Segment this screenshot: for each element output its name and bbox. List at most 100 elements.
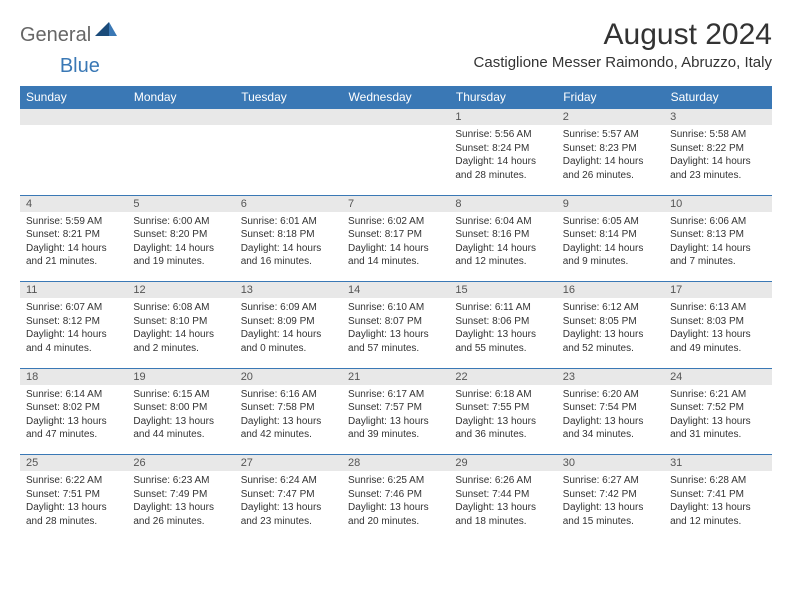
day-number-cell: 27 bbox=[235, 455, 342, 472]
title-block: August 2024 Castiglione Messer Raimondo,… bbox=[474, 18, 772, 71]
day-cell: Sunrise: 5:58 AMSunset: 8:22 PMDaylight:… bbox=[664, 125, 771, 195]
day-header: Tuesday bbox=[235, 86, 342, 109]
day-cell: Sunrise: 6:04 AMSunset: 8:16 PMDaylight:… bbox=[449, 212, 556, 282]
sunset-line: Sunset: 7:52 PM bbox=[670, 401, 765, 415]
day-content: Sunrise: 6:08 AMSunset: 8:10 PMDaylight:… bbox=[127, 298, 234, 358]
day-number-cell: 28 bbox=[342, 455, 449, 472]
week-row: Sunrise: 5:56 AMSunset: 8:24 PMDaylight:… bbox=[20, 125, 772, 195]
sunrise-line: Sunrise: 6:13 AM bbox=[670, 301, 765, 315]
day-content: Sunrise: 6:17 AMSunset: 7:57 PMDaylight:… bbox=[342, 385, 449, 445]
sunset-line: Sunset: 8:22 PM bbox=[670, 142, 765, 156]
month-title: August 2024 bbox=[474, 18, 772, 52]
day-number-cell: 14 bbox=[342, 282, 449, 299]
sunset-line: Sunset: 8:02 PM bbox=[26, 401, 121, 415]
daylight-line: Daylight: 13 hours and 34 minutes. bbox=[563, 415, 658, 442]
day-cell: Sunrise: 6:26 AMSunset: 7:44 PMDaylight:… bbox=[449, 471, 556, 541]
day-cell bbox=[127, 125, 234, 195]
sunrise-line: Sunrise: 6:21 AM bbox=[670, 388, 765, 402]
daylight-line: Daylight: 13 hours and 47 minutes. bbox=[26, 415, 121, 442]
day-content: Sunrise: 6:15 AMSunset: 8:00 PMDaylight:… bbox=[127, 385, 234, 445]
calendar-page: General August 2024 Castiglione Messer R… bbox=[0, 0, 792, 541]
day-cell: Sunrise: 6:14 AMSunset: 8:02 PMDaylight:… bbox=[20, 385, 127, 455]
daylight-line: Daylight: 13 hours and 31 minutes. bbox=[670, 415, 765, 442]
daylight-line: Daylight: 14 hours and 16 minutes. bbox=[241, 242, 336, 269]
day-number-cell: 6 bbox=[235, 195, 342, 212]
daylight-line: Daylight: 13 hours and 52 minutes. bbox=[563, 328, 658, 355]
sunrise-line: Sunrise: 6:04 AM bbox=[455, 215, 550, 229]
sunset-line: Sunset: 8:16 PM bbox=[455, 228, 550, 242]
daylight-line: Daylight: 13 hours and 36 minutes. bbox=[455, 415, 550, 442]
logo-text-blue: Blue bbox=[60, 55, 100, 78]
daynum-row: 45678910 bbox=[20, 195, 772, 212]
day-number-cell: 9 bbox=[557, 195, 664, 212]
day-content: Sunrise: 6:09 AMSunset: 8:09 PMDaylight:… bbox=[235, 298, 342, 358]
day-content: Sunrise: 6:28 AMSunset: 7:41 PMDaylight:… bbox=[664, 471, 771, 531]
daylight-line: Daylight: 13 hours and 20 minutes. bbox=[348, 501, 443, 528]
day-cell bbox=[20, 125, 127, 195]
sunrise-line: Sunrise: 6:17 AM bbox=[348, 388, 443, 402]
daylight-line: Daylight: 14 hours and 28 minutes. bbox=[455, 155, 550, 182]
daylight-line: Daylight: 14 hours and 4 minutes. bbox=[26, 328, 121, 355]
day-number-cell: 22 bbox=[449, 368, 556, 385]
day-cell: Sunrise: 6:22 AMSunset: 7:51 PMDaylight:… bbox=[20, 471, 127, 541]
day-cell: Sunrise: 6:07 AMSunset: 8:12 PMDaylight:… bbox=[20, 298, 127, 368]
sunset-line: Sunset: 7:49 PM bbox=[133, 488, 228, 502]
sunset-line: Sunset: 8:03 PM bbox=[670, 315, 765, 329]
day-cell: Sunrise: 5:57 AMSunset: 8:23 PMDaylight:… bbox=[557, 125, 664, 195]
day-content: Sunrise: 6:13 AMSunset: 8:03 PMDaylight:… bbox=[664, 298, 771, 358]
sunrise-line: Sunrise: 6:25 AM bbox=[348, 474, 443, 488]
day-cell: Sunrise: 5:59 AMSunset: 8:21 PMDaylight:… bbox=[20, 212, 127, 282]
logo: General bbox=[20, 22, 119, 49]
day-number-cell: 19 bbox=[127, 368, 234, 385]
sunrise-line: Sunrise: 6:16 AM bbox=[241, 388, 336, 402]
sunrise-line: Sunrise: 6:27 AM bbox=[563, 474, 658, 488]
daynum-row: 25262728293031 bbox=[20, 455, 772, 472]
sunrise-line: Sunrise: 6:28 AM bbox=[670, 474, 765, 488]
day-cell: Sunrise: 6:00 AMSunset: 8:20 PMDaylight:… bbox=[127, 212, 234, 282]
day-content: Sunrise: 6:24 AMSunset: 7:47 PMDaylight:… bbox=[235, 471, 342, 531]
day-number-cell bbox=[235, 109, 342, 126]
daylight-line: Daylight: 14 hours and 19 minutes. bbox=[133, 242, 228, 269]
daylight-line: Daylight: 13 hours and 15 minutes. bbox=[563, 501, 658, 528]
sunset-line: Sunset: 7:46 PM bbox=[348, 488, 443, 502]
day-cell: Sunrise: 6:02 AMSunset: 8:17 PMDaylight:… bbox=[342, 212, 449, 282]
day-number-cell: 5 bbox=[127, 195, 234, 212]
day-cell: Sunrise: 6:28 AMSunset: 7:41 PMDaylight:… bbox=[664, 471, 771, 541]
day-content: Sunrise: 6:12 AMSunset: 8:05 PMDaylight:… bbox=[557, 298, 664, 358]
day-content: Sunrise: 6:05 AMSunset: 8:14 PMDaylight:… bbox=[557, 212, 664, 272]
daylight-line: Daylight: 13 hours and 18 minutes. bbox=[455, 501, 550, 528]
daynum-row: 11121314151617 bbox=[20, 282, 772, 299]
day-number-cell: 12 bbox=[127, 282, 234, 299]
sunrise-line: Sunrise: 6:11 AM bbox=[455, 301, 550, 315]
sunset-line: Sunset: 7:55 PM bbox=[455, 401, 550, 415]
daylight-line: Daylight: 13 hours and 49 minutes. bbox=[670, 328, 765, 355]
day-cell: Sunrise: 6:21 AMSunset: 7:52 PMDaylight:… bbox=[664, 385, 771, 455]
daylight-line: Daylight: 13 hours and 57 minutes. bbox=[348, 328, 443, 355]
day-content: Sunrise: 6:02 AMSunset: 8:17 PMDaylight:… bbox=[342, 212, 449, 272]
sunrise-line: Sunrise: 5:56 AM bbox=[455, 128, 550, 142]
day-content: Sunrise: 6:14 AMSunset: 8:02 PMDaylight:… bbox=[20, 385, 127, 445]
logo-triangle-icon bbox=[95, 22, 117, 41]
daylight-line: Daylight: 14 hours and 23 minutes. bbox=[670, 155, 765, 182]
daylight-line: Daylight: 14 hours and 2 minutes. bbox=[133, 328, 228, 355]
sunrise-line: Sunrise: 6:06 AM bbox=[670, 215, 765, 229]
day-content: Sunrise: 5:57 AMSunset: 8:23 PMDaylight:… bbox=[557, 125, 664, 185]
sunrise-line: Sunrise: 6:22 AM bbox=[26, 474, 121, 488]
day-number-cell: 21 bbox=[342, 368, 449, 385]
daylight-line: Daylight: 14 hours and 9 minutes. bbox=[563, 242, 658, 269]
sunrise-line: Sunrise: 5:58 AM bbox=[670, 128, 765, 142]
day-content: Sunrise: 6:00 AMSunset: 8:20 PMDaylight:… bbox=[127, 212, 234, 272]
day-header: Thursday bbox=[449, 86, 556, 109]
day-content: Sunrise: 6:01 AMSunset: 8:18 PMDaylight:… bbox=[235, 212, 342, 272]
day-number-cell: 18 bbox=[20, 368, 127, 385]
day-number-cell: 10 bbox=[664, 195, 771, 212]
day-number-cell: 8 bbox=[449, 195, 556, 212]
daylight-line: Daylight: 13 hours and 39 minutes. bbox=[348, 415, 443, 442]
sunrise-line: Sunrise: 6:07 AM bbox=[26, 301, 121, 315]
sunset-line: Sunset: 8:06 PM bbox=[455, 315, 550, 329]
day-content: Sunrise: 6:23 AMSunset: 7:49 PMDaylight:… bbox=[127, 471, 234, 531]
day-cell: Sunrise: 6:08 AMSunset: 8:10 PMDaylight:… bbox=[127, 298, 234, 368]
day-content: Sunrise: 6:21 AMSunset: 7:52 PMDaylight:… bbox=[664, 385, 771, 445]
sunset-line: Sunset: 7:57 PM bbox=[348, 401, 443, 415]
day-cell: Sunrise: 6:01 AMSunset: 8:18 PMDaylight:… bbox=[235, 212, 342, 282]
